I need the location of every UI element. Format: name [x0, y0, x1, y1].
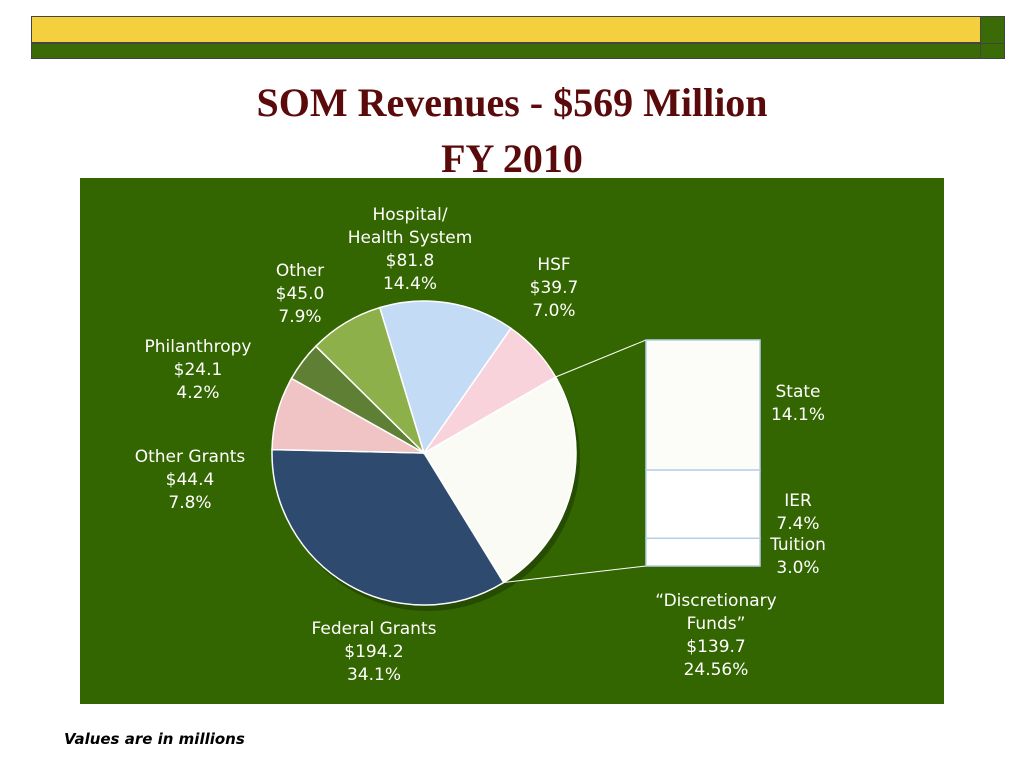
breakdown-bar-tuition: [645, 537, 761, 567]
data-label-other-line: 7.9%: [278, 307, 321, 327]
data-label-federal-grants-line: $194.2: [344, 642, 403, 662]
data-label-discretionary-funds-line: Funds”: [687, 614, 746, 634]
breakdown-label-state-line: 14.1%: [771, 405, 825, 425]
top-accent-rule: [31, 43, 981, 59]
data-label-other-grants: Other Grants $44.4 7.8%: [135, 447, 246, 513]
data-label-hsf-line: 7.0%: [532, 301, 575, 321]
slide-subtitle: FY 2010: [441, 136, 583, 181]
breakdown-bar-ier: [645, 469, 761, 540]
data-label-discretionary-funds: “Discretionary Funds” $139.7 24.56%: [655, 591, 776, 680]
data-label-other-grants-line: $44.4: [166, 470, 215, 490]
breakdown-label-ier: IER 7.4%: [776, 491, 819, 534]
data-label-hospital-health-system-line: 14.4%: [383, 274, 437, 294]
pie-slice-hospital-health-system: [378, 300, 512, 455]
pie-slice-hsf: [423, 327, 557, 454]
corner-accent-square: [980, 16, 1005, 44]
data-label-hospital-health-system-line: Health System: [348, 228, 473, 248]
data-label-hsf-line: $39.7: [530, 278, 579, 298]
footnote: Values are in millions: [64, 730, 245, 748]
breakdown-label-ier-line: 7.4%: [776, 514, 819, 534]
data-label-other-grants-line: Other Grants: [135, 447, 246, 467]
pie-slice-federal-grants: [271, 448, 505, 606]
data-label-other-grants-line: 7.8%: [168, 493, 211, 513]
data-label-philanthropy-line: Philanthropy: [145, 337, 252, 357]
data-label-federal-grants: Federal Grants $194.2 34.1%: [312, 619, 437, 685]
data-label-philanthropy: Philanthropy $24.1 4.2%: [145, 337, 252, 403]
data-label-hospital-health-system: Hospital/Health System $81.8 14.4%: [348, 205, 473, 294]
connector-line-top: [555, 339, 647, 378]
breakdown-label-tuition-line: 3.0%: [776, 558, 819, 578]
top-accent-bar: [31, 16, 981, 43]
chart-panel: “Discretionary Funds” $139.7 24.56% Federal …: [80, 178, 944, 704]
breakdown-label-state: State 14.1%: [771, 382, 825, 425]
data-label-hospital-health-system-line: Hospital/: [372, 205, 447, 225]
data-label-hsf-line: HSF: [537, 255, 570, 275]
data-label-federal-grants-line: Federal Grants: [312, 619, 437, 639]
breakdown-label-tuition-line: Tuition: [769, 535, 826, 555]
data-label-discretionary-funds-line: 24.56%: [684, 660, 749, 680]
slide-title: SOM Revenues - $569 Million: [256, 80, 768, 125]
data-label-philanthropy-line: $24.1: [174, 360, 223, 380]
data-label-discretionary-funds-line: $139.7: [686, 637, 745, 657]
data-label-other-line: $45.0: [276, 284, 325, 304]
data-label-philanthropy-line: 4.2%: [176, 383, 219, 403]
connector-line-bottom: [503, 565, 647, 583]
data-label-federal-grants-line: 34.1%: [347, 665, 401, 685]
data-label-discretionary-funds-line: “Discretionary: [655, 591, 776, 611]
pie-slice-discretionary-funds: [422, 375, 577, 584]
data-label-other-line: Other: [276, 261, 324, 281]
data-label-other: Other $45.0 7.9%: [276, 261, 325, 327]
breakdown-label-state-line: State: [776, 382, 821, 402]
corner-accent-square-lower: [980, 43, 1005, 59]
breakdown-label-tuition: Tuition 3.0%: [769, 535, 826, 578]
revenue-pie-chart: “Discretionary Funds” $139.7 24.56% Federal …: [135, 205, 826, 685]
data-label-hsf: HSF $39.7 7.0%: [530, 255, 579, 321]
data-label-hospital-health-system-line: $81.8: [386, 251, 435, 271]
breakdown-label-ier-line: IER: [784, 491, 812, 511]
breakdown-bar-state: [645, 339, 761, 471]
